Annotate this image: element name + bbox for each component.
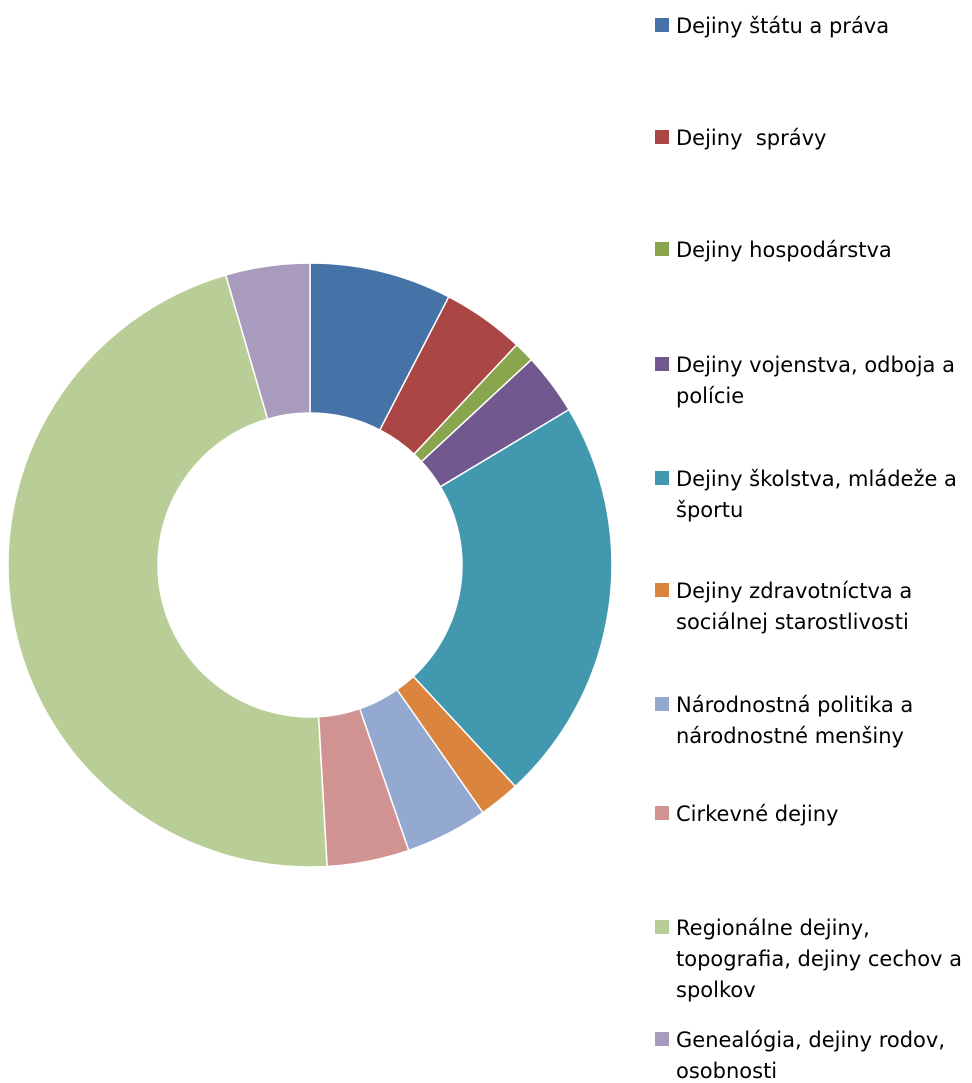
- legend-item-3: Dejiny hospodárstva: [655, 238, 892, 262]
- legend-label-line: polície: [676, 384, 744, 408]
- legend-label-line: spolkov: [676, 978, 756, 1002]
- legend-swatch: [655, 357, 669, 371]
- legend-label-line: Dejiny zdravotníctva a: [676, 579, 912, 603]
- legend: Dejiny štátu a práva Dejiny správy Dejiny …: [655, 14, 962, 1083]
- legend-item-9: Regionálne dejiny, topografia, dejiny cec…: [655, 916, 962, 1002]
- legend-item-2: Dejiny správy: [655, 126, 826, 150]
- legend-label: Národnostná politika a národnostné menšin…: [676, 693, 913, 748]
- legend-label-line: Regionálne dejiny,: [676, 916, 870, 940]
- legend-label-line: Cirkevné dejiny: [676, 802, 838, 826]
- legend-swatch: [655, 697, 669, 711]
- legend-label-line: Národnostná politika a: [676, 693, 913, 717]
- legend-item-10: Genealógia, dejiny rodov, osobnosti: [655, 1028, 945, 1083]
- legend-item-6: Dejiny zdravotníctva a sociálnej starostl…: [655, 579, 912, 634]
- legend-label-line: sociálnej starostlivosti: [676, 610, 909, 634]
- legend-label-line: Dejiny správy: [676, 126, 826, 150]
- legend-swatch: [655, 471, 669, 485]
- legend-label: Cirkevné dejiny: [676, 802, 838, 826]
- legend-label: Genealógia, dejiny rodov, osobnosti: [676, 1028, 945, 1083]
- legend-label: Dejiny zdravotníctva a sociálnej starostl…: [676, 579, 912, 634]
- legend-swatch: [655, 1032, 669, 1046]
- legend-item-4: Dejiny vojenstva, odboja a polície: [655, 353, 955, 408]
- legend-label-line: športu: [676, 498, 743, 522]
- donut-slices: [7, 262, 613, 868]
- legend-label-line: Genealógia, dejiny rodov,: [676, 1028, 945, 1052]
- legend-label-line: osobnosti: [676, 1059, 777, 1083]
- donut-slice-10: [224, 262, 311, 420]
- legend-swatch: [655, 242, 669, 256]
- legend-label: Dejiny hospodárstva: [676, 238, 892, 262]
- legend-item-1: Dejiny štátu a práva: [655, 14, 889, 38]
- legend-label-line: topografia, dejiny cechov a: [676, 947, 962, 971]
- legend-label-line: Dejiny hospodárstva: [676, 238, 892, 262]
- legend-item-5: Dejiny školstva, mládeže a športu: [655, 467, 957, 522]
- legend-label: Dejiny školstva, mládeže a športu: [676, 467, 957, 522]
- legend-item-7: Národnostná politika a národnostné menšin…: [655, 693, 913, 748]
- legend-label-line: národnostné menšiny: [676, 724, 904, 748]
- legend-label: Dejiny správy: [676, 126, 826, 150]
- legend-label: Dejiny vojenstva, odboja a polície: [676, 353, 955, 408]
- legend-item-8: Cirkevné dejiny: [655, 802, 838, 826]
- donut-slice-9: [7, 274, 328, 868]
- donut-slice-5: [412, 408, 613, 788]
- legend-label-line: Dejiny školstva, mládeže a: [676, 467, 957, 491]
- legend-swatch: [655, 920, 669, 934]
- legend-label: Regionálne dejiny, topografia, dejiny cec…: [676, 916, 962, 1002]
- legend-swatch: [655, 18, 669, 32]
- legend-label: Dejiny štátu a práva: [676, 14, 889, 38]
- legend-swatch: [655, 583, 669, 597]
- legend-swatch: [655, 130, 669, 144]
- legend-label-line: Dejiny vojenstva, odboja a: [676, 353, 955, 377]
- legend-swatch: [655, 806, 669, 820]
- legend-label-line: Dejiny štátu a práva: [676, 14, 889, 38]
